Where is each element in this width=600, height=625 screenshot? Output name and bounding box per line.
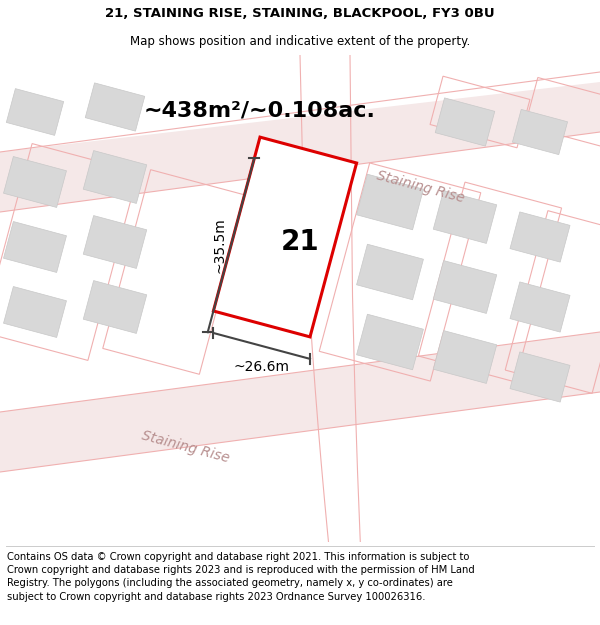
Text: Staining Rise: Staining Rise (140, 429, 230, 466)
Polygon shape (7, 89, 64, 136)
Polygon shape (83, 151, 147, 203)
Text: ~438m²/~0.108ac.: ~438m²/~0.108ac. (144, 100, 376, 120)
Polygon shape (356, 244, 424, 300)
Polygon shape (83, 281, 147, 333)
Polygon shape (4, 156, 67, 208)
Text: 21, STAINING RISE, STAINING, BLACKPOOL, FY3 0BU: 21, STAINING RISE, STAINING, BLACKPOOL, … (105, 8, 495, 20)
Polygon shape (83, 216, 147, 268)
Polygon shape (356, 174, 424, 230)
Polygon shape (433, 191, 497, 243)
Polygon shape (0, 332, 600, 472)
Polygon shape (433, 331, 497, 383)
Text: Map shows position and indicative extent of the property.: Map shows position and indicative extent… (130, 35, 470, 48)
Polygon shape (433, 261, 497, 313)
Polygon shape (510, 352, 570, 402)
Polygon shape (4, 221, 67, 272)
Text: Staining Rise: Staining Rise (374, 169, 466, 206)
Polygon shape (4, 286, 67, 338)
Polygon shape (435, 98, 495, 146)
Polygon shape (214, 137, 356, 337)
Text: 21: 21 (281, 228, 319, 256)
Polygon shape (510, 282, 570, 332)
Polygon shape (0, 82, 600, 212)
Polygon shape (512, 109, 568, 154)
Text: ~26.6m: ~26.6m (234, 360, 290, 374)
Text: Contains OS data © Crown copyright and database right 2021. This information is : Contains OS data © Crown copyright and d… (7, 552, 475, 601)
Text: ~35.5m: ~35.5m (212, 217, 226, 273)
Polygon shape (356, 314, 424, 370)
Polygon shape (510, 212, 570, 262)
Polygon shape (85, 83, 145, 131)
